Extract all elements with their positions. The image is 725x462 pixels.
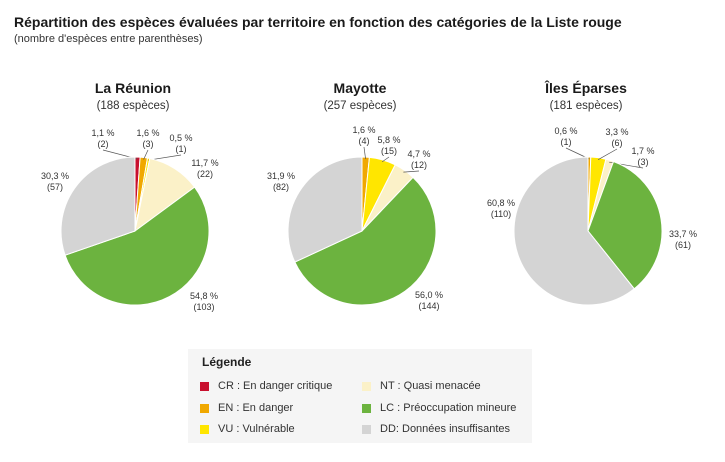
legend-item-en: EN : En danger [200,402,293,414]
pie-title: Mayotte [334,80,387,96]
data-label-percent: 11,7 % [191,158,218,168]
pie-slice-dd [513,156,635,306]
data-label-count: (1) [176,144,187,154]
legend-panel: Légende CR : En danger critique EN : En … [188,349,532,443]
data-label-count: (4) [359,136,370,146]
data-label-percent: 30,3 % [41,171,69,181]
legend-label-dd: DD: Données insuffisantes [380,423,511,435]
leader-line [403,170,420,173]
legend-item-cr: CR : En danger critique [200,380,332,392]
data-label-count: (6) [612,138,623,148]
data-label-percent: 0,5 % [169,133,192,143]
data-label-percent: 60,8 % [487,198,515,208]
pie-charts: La Réunion(188 espèces)1,1 %(2)1,6 %(3)0… [41,79,697,312]
data-label-percent: 1,6 % [352,125,375,135]
data-label-percent: 4,7 % [407,149,430,159]
legend-label-cr: CR : En danger critique [218,380,333,392]
pie-slice-lc [294,176,437,306]
pie-subtitle: (181 espèces) [550,100,623,112]
legend-label-vu: VU : Vulnérable [218,423,295,435]
legend-item-vu: VU : Vulnérable [200,423,295,435]
legend-swatch-en [200,403,209,413]
pie-slice-dd [287,156,363,263]
data-label-count: (61) [675,240,691,250]
data-label-percent: 1,7 % [631,146,654,156]
pie-slice-lc [587,160,663,290]
legend-label-nt: NT : Quasi menacée [380,380,481,392]
data-label-percent: 56,0 % [415,290,443,300]
leader-line [363,146,366,160]
data-label-count: (103) [193,302,214,312]
data-label-percent: 3,3 % [605,127,628,137]
pie-title: Îles Éparses [544,79,627,96]
data-label-count: (12) [411,160,427,170]
legend-label-lc: LC : Préoccupation mineure [380,402,517,414]
data-label-percent: 31,9 % [267,171,295,181]
data-label-percent: 1,1 % [91,128,114,138]
legend-item-dd: DD: Données insuffisantes [362,423,510,435]
pie-title: La Réunion [95,80,171,96]
legend-label-en: EN : En danger [218,402,294,414]
legend-item-lc: LC : Préoccupation mineure [362,402,516,414]
pie-slice-dd [60,156,136,256]
legend-swatch-lc [362,403,371,413]
leader-line [597,148,618,161]
legend-item-nt: NT : Quasi menacée [362,380,481,392]
data-label-count: (110) [491,209,511,219]
legend-swatch-dd [362,424,371,434]
data-label-percent: 5,8 % [377,135,400,145]
data-label-percent: 0,6 % [554,126,577,136]
legend-swatch-cr [200,381,209,391]
leader-line [381,156,390,163]
data-label-count: (3) [143,139,154,149]
data-label-count: (15) [381,146,397,156]
data-label-count: (57) [47,182,63,192]
data-label-count: (82) [273,182,289,192]
page-subtitle: (nombre d'espèces entre parenthèses) [14,33,203,45]
data-label-count: (2) [98,139,109,149]
data-label-count: (1) [561,137,572,147]
pie-subtitle: (188 espèces) [97,100,170,112]
legend-title: Légende [202,355,252,369]
data-label-percent: 33,7 % [669,229,697,239]
pie-subtitle: (257 espèces) [324,100,397,112]
legend-swatch-vu [200,424,209,434]
data-label-percent: 1,6 % [136,128,159,138]
data-label-count: (22) [197,169,213,179]
data-label-count: (3) [638,157,649,167]
data-label-percent: 54,8 % [190,291,218,301]
leader-line [143,149,149,160]
legend-swatch-nt [362,381,371,391]
data-label-count: (144) [418,301,439,311]
page-title: Répartition des espèces évaluées par ter… [14,14,622,30]
pie-slice-lc [64,186,210,306]
